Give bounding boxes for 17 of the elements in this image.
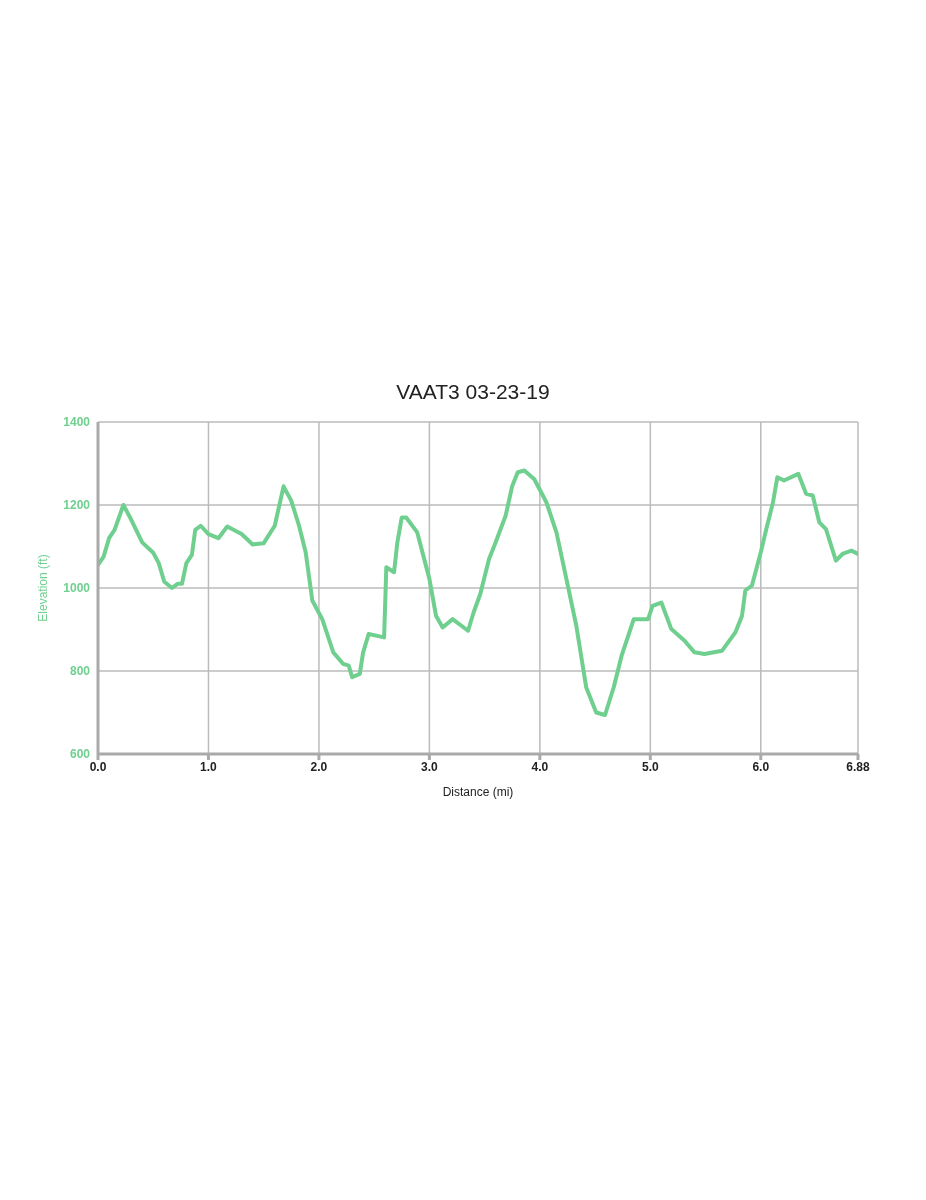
x-tick-label: 4.0 [531,759,549,774]
x-tick-label: 5.0 [641,759,659,774]
y-axis-title: Elevation (ft) [36,554,51,622]
x-axis-title: Distance (mi) [442,785,514,799]
y-tick-label: 800 [69,664,91,679]
x-tick-label: 6.0 [752,759,770,774]
x-tick-label: 2.0 [310,759,328,774]
y-tick-label: 1000 [63,581,91,596]
chart-title: VAAT3 03-23-19 [395,380,551,405]
x-tick-label: 0.0 [89,759,107,774]
x-tick-label: 1.0 [200,759,218,774]
line-series [98,468,858,717]
x-tick-label: 3.0 [421,759,439,774]
y-tick-label: 1200 [63,498,91,513]
y-tick-label: 600 [69,747,91,762]
x-tick-label: 6.88 [846,759,870,774]
y-tick-label: 1400 [63,415,91,430]
